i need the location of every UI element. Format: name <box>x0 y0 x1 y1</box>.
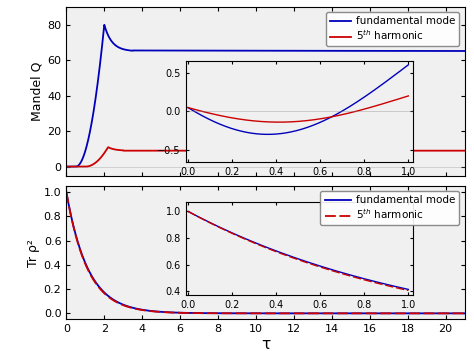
Y-axis label: Mandel Q: Mandel Q <box>30 61 43 121</box>
Legend: fundamental mode, 5$^{th}$ harmonic: fundamental mode, 5$^{th}$ harmonic <box>320 191 459 225</box>
Y-axis label: Tr ρ²: Tr ρ² <box>27 239 40 267</box>
Legend: fundamental mode, 5$^{th}$ harmonic: fundamental mode, 5$^{th}$ harmonic <box>326 12 459 46</box>
X-axis label: τ: τ <box>261 337 270 351</box>
